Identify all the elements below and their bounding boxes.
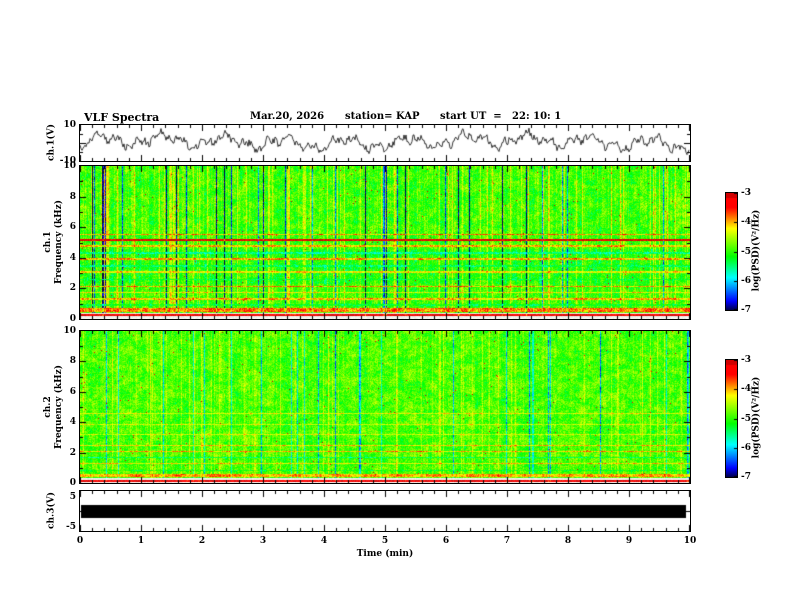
- xtick-1: 1: [137, 536, 145, 546]
- spec1-ytick-10: 10: [63, 161, 76, 171]
- spec2-ytick-10: 10: [63, 326, 76, 336]
- ch1-spectrogram-canvas: [79, 165, 691, 320]
- cb1-tick--4: -4: [741, 217, 751, 227]
- xtick-3: 3: [259, 536, 267, 546]
- spec1-ytick-8: 8: [69, 192, 76, 202]
- xtick-9: 9: [625, 536, 633, 546]
- wave1-ytick-10: 10: [63, 120, 76, 130]
- ch1-waveform-canvas: [79, 124, 691, 162]
- xtick-5: 5: [381, 536, 389, 546]
- ch3-voltage-axis-label: ch.3(V): [46, 492, 57, 529]
- xtick-7: 7: [503, 536, 511, 546]
- xtick-8: 8: [564, 536, 572, 546]
- spec2-ytick-4: 4: [69, 417, 76, 427]
- spec1-ytick-4: 4: [69, 253, 76, 263]
- cb1-tick--7: -7: [741, 305, 751, 315]
- ch3-ytick--5: -5: [66, 522, 76, 532]
- xtick-6: 6: [442, 536, 450, 546]
- spec2-ytick-2: 2: [69, 448, 76, 458]
- figure-date: Mar.20, 2026: [250, 111, 325, 122]
- cb1-tick--6: -6: [741, 276, 751, 286]
- figure-title: VLF Spectra: [84, 111, 160, 124]
- cb1-tick--5: -5: [741, 247, 751, 257]
- spec2-ytick-0: 0: [69, 478, 76, 488]
- cb2-tick--7: -7: [741, 472, 751, 482]
- cb1-tick--3: -3: [741, 188, 751, 198]
- cb2-tick--4: -4: [741, 384, 751, 394]
- ch2-spectrogram-canvas: [79, 330, 691, 484]
- figure-station: station= KAP: [345, 111, 420, 122]
- colorbar-ch2: [725, 359, 738, 478]
- cb2-tick--3: -3: [741, 355, 751, 365]
- xtick-10: 10: [683, 536, 697, 546]
- xtick-0: 0: [76, 536, 84, 546]
- colorbar-ch1: [725, 192, 738, 311]
- xtick-2: 2: [198, 536, 206, 546]
- ch3-waveform-canvas: [79, 490, 691, 532]
- time-axis-label: Time (min): [356, 549, 414, 559]
- spec1-ytick-0: 0: [69, 314, 76, 324]
- spec1-ytick-2: 2: [69, 283, 76, 293]
- figure-start-ut: start UT = 22: 10: 1: [440, 111, 562, 122]
- cb2-tick--6: -6: [741, 443, 751, 453]
- spec2-ytick-8: 8: [69, 356, 76, 366]
- ch3-ytick-5: 5: [69, 492, 76, 502]
- cb2-tick--5: -5: [741, 414, 751, 424]
- xtick-4: 4: [320, 536, 328, 546]
- spec1-ytick-6: 6: [69, 222, 76, 232]
- wave1-ytick--10: -10: [59, 156, 76, 166]
- spec2-ytick-6: 6: [69, 387, 76, 397]
